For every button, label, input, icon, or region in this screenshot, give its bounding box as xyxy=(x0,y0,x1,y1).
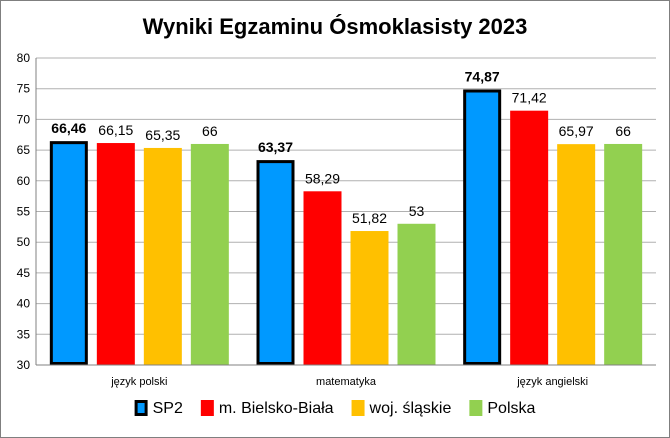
data-label: 66,15 xyxy=(98,122,133,138)
data-label: 66,46 xyxy=(51,120,86,136)
legend-item: woj. śląskie xyxy=(351,400,452,417)
y-tick-label: 40 xyxy=(17,297,31,311)
data-label: 71,42 xyxy=(512,90,547,106)
y-tick-label: 50 xyxy=(17,235,31,249)
data-label: 74,87 xyxy=(465,68,500,84)
bar-1-1 xyxy=(303,191,342,365)
data-label: 66 xyxy=(202,123,218,139)
data-label: 53 xyxy=(409,203,425,219)
legend-label: SP2 xyxy=(153,400,183,417)
y-axis: 30 35 40 45 50 55 60 65 70 75 80 xyxy=(17,51,37,372)
y-tick-label: 45 xyxy=(17,266,31,280)
bar-2-2 xyxy=(557,144,596,365)
legend-swatch xyxy=(351,400,365,416)
y-tick-label: 70 xyxy=(17,112,31,126)
data-label: 51,82 xyxy=(352,210,387,226)
bar-3-0 xyxy=(190,143,229,365)
legend-swatch xyxy=(200,400,214,416)
bar-0-2 xyxy=(463,89,502,365)
data-label: 63,37 xyxy=(258,139,293,155)
y-tick-label: 75 xyxy=(17,82,31,96)
legend-item: m. Bielsko-Biała xyxy=(200,400,334,417)
bar-1-0 xyxy=(96,143,135,365)
legend-label: m. Bielsko-Biała xyxy=(219,400,334,417)
x-tick-label: język polski xyxy=(110,376,167,388)
legend-item: Polska xyxy=(469,400,535,417)
x-tick-label: matematyka xyxy=(316,376,377,388)
legend-item: SP2 xyxy=(134,400,183,417)
bar-1-2 xyxy=(510,110,549,365)
y-tick-label: 30 xyxy=(17,358,31,372)
bar-2-0 xyxy=(143,147,182,365)
data-label: 65,35 xyxy=(145,127,180,143)
legend-label: woj. śląskie xyxy=(369,400,452,417)
data-label: 65,97 xyxy=(559,123,594,139)
y-tick-label: 65 xyxy=(17,143,31,157)
bar-3-2 xyxy=(604,143,643,365)
bars: 66,46 66,15 65,35 66 63,37 58,29 51,82 53 74,87 7… xyxy=(49,68,643,365)
legend: SP2 m. Bielsko-Biała woj. śląskie Polska xyxy=(134,400,535,417)
bar-2-1 xyxy=(350,231,389,365)
y-tick-label: 35 xyxy=(17,327,31,341)
bar-0-0 xyxy=(49,141,88,365)
bar-0-1 xyxy=(256,160,295,365)
x-tick-label: język angielski xyxy=(516,376,588,388)
y-tick-label: 55 xyxy=(17,205,31,219)
data-label: 66 xyxy=(615,123,631,139)
legend-swatch xyxy=(469,400,483,416)
data-label: 58,29 xyxy=(305,170,340,186)
y-tick-label: 60 xyxy=(17,174,31,188)
y-tick-label: 80 xyxy=(17,51,31,65)
chart-title: Wyniki Egzaminu Ósmoklasisty 2023 xyxy=(143,14,528,39)
x-axis: język polski matematyka język angielski xyxy=(36,364,656,388)
gridlines xyxy=(36,57,656,366)
legend-swatch xyxy=(134,400,148,416)
bar-3-1 xyxy=(397,223,436,365)
legend-label: Polska xyxy=(487,400,535,417)
